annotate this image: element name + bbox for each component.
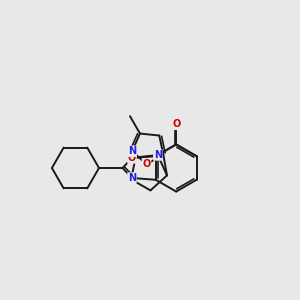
Text: O: O <box>128 153 136 163</box>
Text: N: N <box>154 150 162 160</box>
Text: O: O <box>172 119 180 129</box>
Text: N: N <box>128 173 136 183</box>
Text: O: O <box>142 159 151 169</box>
Text: N: N <box>128 146 136 156</box>
